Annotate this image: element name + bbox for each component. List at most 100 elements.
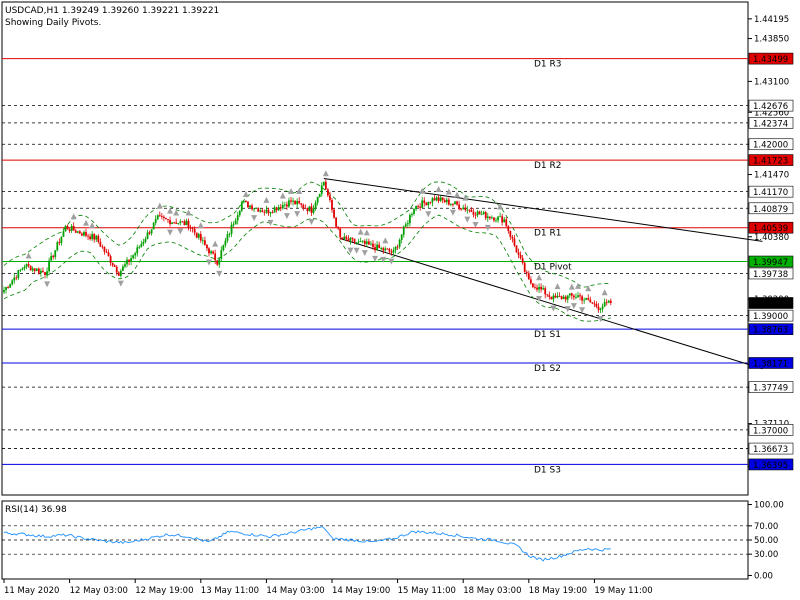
candle [288, 197, 290, 209]
candle [390, 248, 393, 256]
price-axis-label: 1.41470 [754, 171, 789, 181]
candle [60, 236, 63, 246]
candle-body [345, 236, 348, 239]
candle-body [417, 206, 419, 207]
candle [281, 201, 284, 210]
candle-body [138, 246, 141, 248]
candle-body [308, 206, 311, 212]
candle-body [29, 265, 32, 271]
pivot-line-label: D1 Pivot [534, 263, 572, 273]
fractal-up [185, 209, 192, 216]
candle [54, 250, 57, 260]
candle-body [3, 289, 5, 293]
candle-body [523, 262, 526, 272]
candle [544, 286, 547, 299]
candle-body [583, 299, 586, 301]
candle-body [538, 286, 540, 290]
candle-body [527, 273, 530, 280]
candle-body [429, 201, 432, 203]
candle [505, 216, 508, 227]
candle [480, 210, 483, 216]
candle-body [355, 242, 358, 244]
candle [415, 205, 417, 212]
candle [402, 225, 405, 238]
candle-body [347, 238, 350, 241]
fractal-up [25, 252, 32, 259]
candle [417, 204, 419, 209]
candle-body [89, 236, 91, 240]
candle-body [292, 200, 294, 202]
candle [23, 264, 26, 271]
candle [11, 279, 14, 286]
candle-body [507, 226, 510, 231]
candle-body [175, 222, 178, 224]
fractal-down [597, 316, 604, 323]
candle-body [316, 197, 319, 203]
candle [283, 201, 286, 208]
pivot-price-label-box [748, 458, 794, 471]
candle-body [558, 296, 561, 297]
candle [183, 219, 186, 226]
level-price-label: 1.36673 [753, 445, 788, 455]
level-price-label: 1.41170 [753, 188, 788, 198]
candle-body [310, 206, 313, 213]
candle [48, 257, 50, 274]
fractal-up [70, 213, 77, 220]
candle [538, 283, 540, 293]
fractal-down [361, 250, 368, 257]
candle-body [74, 230, 77, 233]
candle [201, 237, 204, 245]
candle-body [117, 272, 120, 276]
candle-body [437, 197, 440, 201]
candle [601, 303, 604, 313]
candle-body [183, 221, 186, 226]
candle-body [50, 255, 53, 261]
candle [482, 210, 485, 215]
candle-body [273, 207, 276, 213]
candle-body [156, 215, 159, 220]
candle [25, 263, 28, 270]
candle-body [312, 208, 315, 213]
candle-body [564, 296, 567, 300]
candle-body [534, 287, 536, 288]
fractal-down [251, 215, 258, 222]
fractal-down [353, 247, 360, 254]
candle [247, 201, 249, 208]
price-axis-label: 1.43100 [754, 77, 789, 87]
candle [509, 230, 512, 240]
candle-body [427, 201, 430, 206]
candle-body [56, 242, 59, 251]
candle [554, 293, 557, 299]
fractal-up [197, 222, 204, 229]
candle [132, 254, 135, 260]
candle-body [228, 233, 231, 235]
candle-body [226, 234, 229, 241]
candle [29, 265, 32, 271]
candle [152, 221, 155, 230]
candle-body [105, 251, 108, 253]
candle-body [509, 230, 512, 237]
candle-body [378, 244, 381, 249]
candle-body [368, 241, 370, 245]
candle [341, 237, 344, 240]
candle [519, 251, 522, 260]
candle-body [140, 243, 143, 247]
candle-body [460, 208, 463, 210]
candle [302, 203, 305, 211]
candle [603, 298, 606, 307]
candle-body [158, 215, 161, 217]
candle [210, 250, 212, 255]
level-price-label-box [748, 117, 794, 129]
candle [238, 210, 241, 218]
candle [335, 217, 337, 228]
candle-body [419, 206, 422, 208]
level-price-label-box [748, 267, 794, 280]
candle [558, 292, 561, 297]
candle [331, 197, 333, 213]
candle [546, 294, 549, 298]
candle [515, 245, 518, 253]
fractal-down [550, 305, 557, 312]
candle-body [37, 268, 40, 273]
candle-body [482, 212, 485, 215]
